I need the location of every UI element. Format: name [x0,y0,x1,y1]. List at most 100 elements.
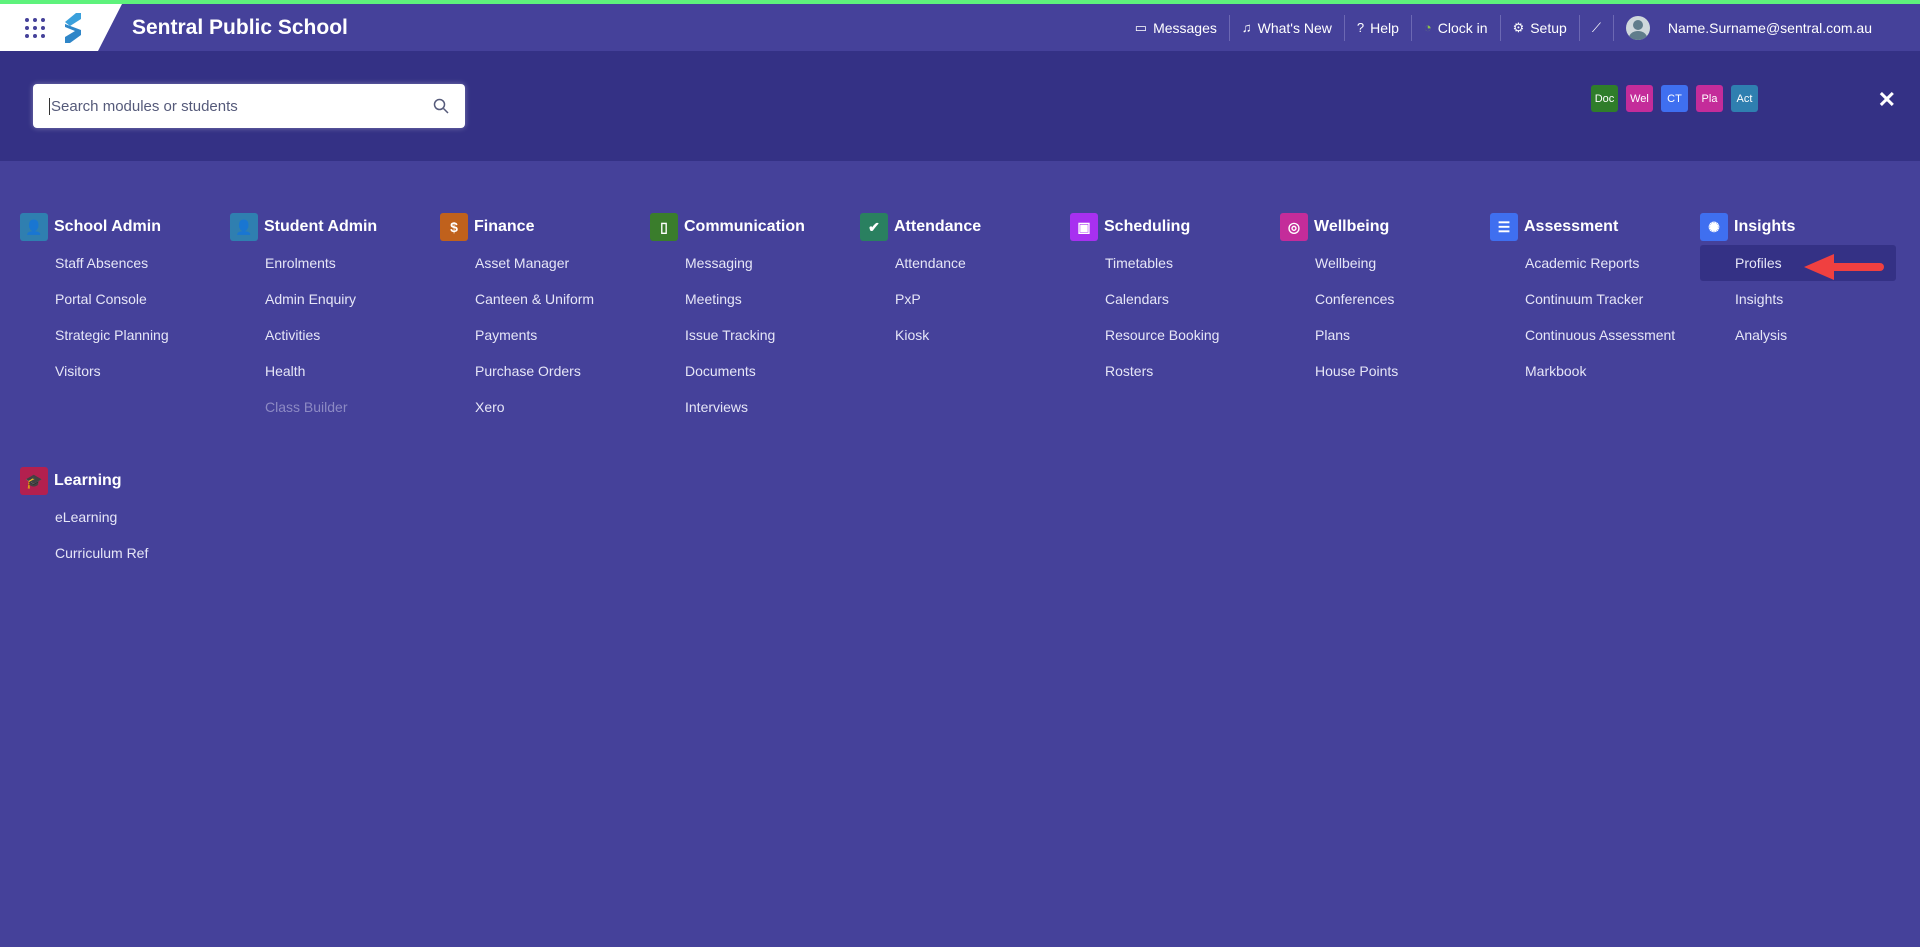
module-item[interactable]: Timetables [1105,245,1270,281]
module-item[interactable]: Asset Manager [475,245,640,281]
module-header[interactable]: 👤 School Admin [20,213,220,241]
module-item[interactable]: Continuum Tracker [1525,281,1690,317]
module-header[interactable]: ▯ Communication [650,213,850,241]
module-header[interactable]: ☰ Assessment [1490,213,1690,241]
phone-icon: ▯ [650,213,678,241]
module-item[interactable]: Plans [1315,317,1480,353]
module-item[interactable]: Issue Tracking [685,317,850,353]
module-items: Staff Absences Portal Console Strategic Pl… [20,245,220,389]
quick-link-pla[interactable]: Pla [1696,85,1723,112]
nav-label: What's New [1257,19,1332,36]
module-item-label: Admin Enquiry [265,291,357,307]
module-item[interactable]: Rosters [1105,353,1270,389]
nav-clock-in[interactable]: ◔ Clock in [1412,14,1501,41]
module-item[interactable]: Xero [475,389,640,425]
module-header[interactable]: ✔ Attendance [860,213,1060,241]
app-grid-icon[interactable] [25,18,47,38]
module-header[interactable]: 👤 Student Admin [230,213,430,241]
gear-icon: ⚙ [1512,19,1525,35]
module-item[interactable]: Documents [685,353,850,389]
module-item-label: Issue Tracking [685,327,776,343]
nav-setup[interactable]: ⚙ Setup [1501,14,1580,41]
module-title: Finance [474,218,535,235]
module-item[interactable]: Purchase Orders [475,353,640,389]
module-item[interactable]: Calendars [1105,281,1270,317]
module-item[interactable]: PxP [895,281,1060,317]
module-item-label: Portal Console [55,291,147,307]
module-item-label: Calendars [1105,291,1169,307]
clock-icon: ◔ [1423,20,1432,35]
module-item[interactable]: Class Builder [265,389,430,425]
user-gear-icon: 👤 [20,213,48,241]
search-box[interactable] [33,84,465,128]
nav-messages[interactable]: ▭ Messages [1123,14,1230,41]
module-item-label: Resource Booking [1105,327,1220,343]
nav-magic[interactable]: ⟋ [1580,14,1614,41]
module-header[interactable]: ◎ Wellbeing [1280,213,1480,241]
quick-link-wel[interactable]: Wel [1626,85,1653,112]
module-title: Wellbeing [1314,218,1390,235]
double-check-icon: ✔ [860,213,888,241]
user-menu[interactable]: Name.Surname@sentral.com.au [1614,15,1920,41]
sentral-logo-icon [65,13,81,43]
module-item[interactable]: Attendance [895,245,1060,281]
module-item[interactable]: Portal Console [55,281,220,317]
module-item[interactable]: Strategic Planning [55,317,220,353]
module-item[interactable]: Academic Reports [1525,245,1690,281]
module-item[interactable]: Markbook [1525,353,1690,389]
module-item-label: Markbook [1525,363,1587,379]
user-icon: 👤 [230,213,258,241]
module-item[interactable]: Staff Absences [55,245,220,281]
module-item[interactable]: House Points [1315,353,1480,389]
checklist-icon: ☰ [1490,213,1518,241]
award-icon: ◎ [1280,213,1308,241]
module-item-label: PxP [895,291,921,307]
module-item[interactable]: Activities [265,317,430,353]
module-item[interactable]: Kiosk [895,317,1060,353]
module-header[interactable]: 🎓 Learning [20,467,220,495]
module-item[interactable]: Curriculum Ref [55,535,220,571]
module-item[interactable]: Visitors [55,353,220,389]
module-item[interactable]: Messaging [685,245,850,281]
close-icon[interactable]: ✕ [1877,87,1896,112]
search-icon[interactable] [433,98,449,114]
module-item[interactable]: Wellbeing [1315,245,1480,281]
quick-links: Doc Wel CT Pla Act [1591,85,1758,112]
module-item[interactable]: Profiles [1700,245,1896,281]
module-item[interactable]: Admin Enquiry [265,281,430,317]
module-wellbeing: ◎ Wellbeing Wellbeing Conferences Plans House… [1280,213,1480,389]
module-item-label: Visitors [55,363,101,379]
module-item[interactable]: Conferences [1315,281,1480,317]
module-items: Wellbeing Conferences Plans House Points [1280,245,1480,389]
module-item-label: Interviews [685,399,749,415]
module-item[interactable]: Resource Booking [1105,317,1270,353]
module-title: Scheduling [1104,218,1191,235]
search-input[interactable] [49,97,433,115]
module-header[interactable]: ▣ Scheduling [1070,213,1270,241]
module-item[interactable]: Enrolments [265,245,430,281]
quick-link-ct[interactable]: CT [1661,85,1688,112]
module-item[interactable]: Canteen & Uniform [475,281,640,317]
module-header[interactable]: $ Finance [440,213,640,241]
module-item[interactable]: Payments [475,317,640,353]
module-item[interactable]: Continuous Assessment [1525,317,1690,353]
module-header[interactable]: ✺ Insights [1700,213,1900,241]
module-title: School Admin [54,218,161,235]
module-item-label: Staff Absences [55,255,149,271]
module-item[interactable]: Interviews [685,389,850,425]
quick-link-act[interactable]: Act [1731,85,1758,112]
nav-help[interactable]: ? Help [1345,14,1412,41]
help-icon: ? [1356,20,1365,35]
module-item[interactable]: Insights [1735,281,1900,317]
module-item[interactable]: Meetings [685,281,850,317]
module-item[interactable]: eLearning [55,499,220,535]
quick-link-doc[interactable]: Doc [1591,85,1618,112]
module-item[interactable]: Health [265,353,430,389]
module-item-label: Enrolments [265,255,336,271]
module-item[interactable]: Analysis [1735,317,1900,353]
nav-what-s-new[interactable]: ♫ What's New [1230,14,1345,41]
module-item-label: Meetings [685,291,742,307]
search-panel: Doc Wel CT Pla Act ✕ [0,51,1920,161]
school-name: Sentral Public School [132,16,348,39]
module-item-label: Academic Reports [1525,255,1640,271]
